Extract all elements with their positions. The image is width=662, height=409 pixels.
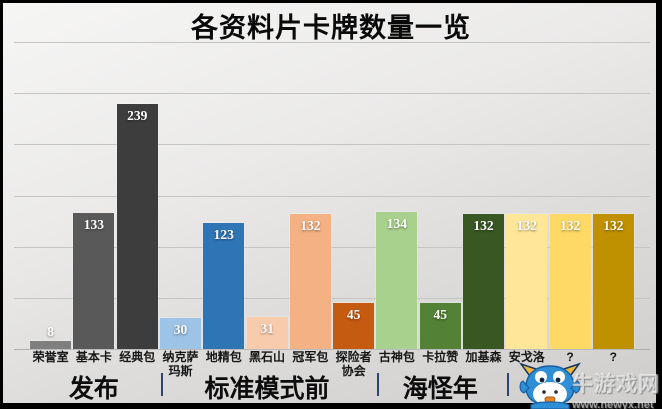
gridline-50: [14, 297, 650, 299]
category-label-冠军包: 冠军包: [292, 350, 329, 364]
bar-value-label: 30: [173, 322, 188, 337]
gridline-150: [14, 195, 650, 197]
bar-value-label: 132: [473, 218, 494, 233]
group-separator: [507, 373, 510, 396]
bar-value-label: 239: [127, 108, 148, 123]
category-label-探险者协会: 探险者 协会: [335, 350, 372, 378]
group-label-发布: 发布: [68, 375, 119, 403]
category-label-地精包: 地精包: [205, 350, 242, 364]
bar-value-label: 132: [516, 218, 537, 233]
bar-纳克萨玛斯: [160, 318, 201, 349]
bar-冠军包: [289, 214, 331, 349]
bar-value-label: 123: [213, 227, 234, 242]
category-label-荣誉室: 荣誉室: [32, 350, 69, 364]
bar-黑石山: [246, 317, 288, 349]
gridline-200: [14, 144, 650, 146]
group-label-海怪年: 海怪年: [402, 375, 478, 403]
frame-border-top: [0, 0, 662, 3]
group-label-标准模式前: 标准模式前: [204, 375, 330, 403]
gridline-100: [14, 246, 650, 248]
x-axis-line: [14, 349, 650, 350]
category-label-经典包: 经典包: [119, 350, 156, 364]
bar-基本卡: [73, 213, 115, 349]
bar-value-label: 31: [260, 321, 274, 336]
plot-area: 8 133 239 30 123 31 132 45 134 45 132 132 132 132: [14, 42, 650, 350]
bar-探险者协会: [333, 303, 375, 349]
gridline-300: [14, 42, 650, 43]
category-label-基本卡: 基本卡: [75, 350, 112, 364]
bar-卡拉赞: [419, 303, 461, 349]
bar-经典包: [116, 104, 158, 349]
bar-加基森: [463, 214, 504, 349]
bar-value-label: 132: [559, 218, 581, 233]
bar-value-label: 134: [386, 216, 408, 231]
category-label-加基森: 加基森: [465, 350, 502, 364]
category-label-?: ?: [566, 350, 574, 364]
bar-?: [549, 214, 591, 349]
bar-荣誉室: [30, 341, 72, 349]
bar-古神包: [376, 212, 418, 349]
bar-?: [592, 214, 634, 349]
bar-value-label: 45: [346, 307, 361, 322]
bar-value-label: 132: [300, 218, 321, 233]
gridline-250: [14, 93, 650, 95]
bar-value-label: 8: [47, 324, 55, 339]
bar-value-label: 132: [603, 218, 624, 233]
frame-border-left: [0, 0, 3, 409]
category-label-卡拉赞: 卡拉赞: [422, 350, 459, 364]
bar-地精包: [203, 223, 245, 349]
category-label-古神包: 古神包: [378, 350, 415, 364]
bull-mascot-icon: [517, 361, 583, 409]
frame-border-right: [656, 0, 662, 409]
frame-border-bottom: [0, 403, 662, 409]
chart-title: 各资料片卡牌数量一览: [191, 13, 471, 43]
category-label-纳克萨玛斯: 纳克萨 玛斯: [162, 350, 199, 378]
bar-value-label: 133: [83, 217, 105, 232]
category-label-?: ?: [609, 350, 618, 364]
category-label-安戈洛: 安戈洛: [508, 350, 545, 364]
bar-安戈洛: [506, 214, 548, 349]
bar-value-label: 45: [433, 307, 447, 322]
group-separator: [160, 373, 163, 396]
category-label-黑石山: 黑石山: [249, 350, 286, 364]
group-separator: [377, 373, 380, 396]
